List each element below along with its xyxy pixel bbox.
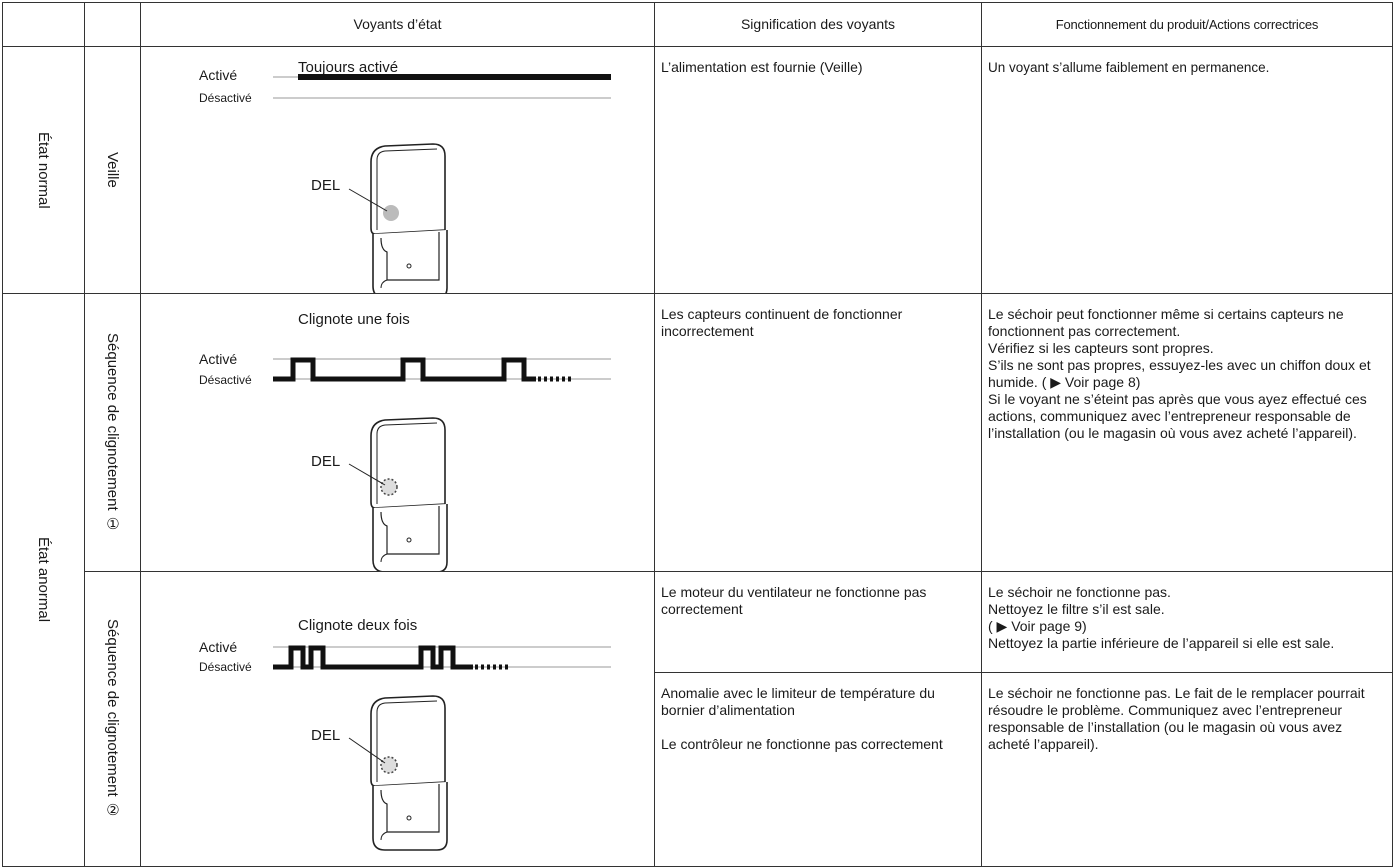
action-text: Vérifiez si les capteurs sont propres. <box>988 340 1214 356</box>
leader-line <box>348 463 386 486</box>
header-cell: Fonctionnement du produit/Actions correc… <box>981 2 1393 47</box>
action-text: Le séchoir ne fonctionne pas. Le fait de… <box>988 685 1365 752</box>
indicator-caption: Clignote une fois <box>298 311 410 328</box>
meaning-text: L’alimentation est fournie (Veille) <box>661 59 863 75</box>
group-cell: État normal <box>2 46 85 294</box>
group-label: État normal <box>35 131 52 209</box>
header-cell: Signification des voyants <box>654 2 982 47</box>
off-label: Désactivé <box>199 660 252 674</box>
indicator-cell: Toujours activé Activé Désactivé DEL <box>140 46 655 294</box>
meaning-text: Anomalie avec le limiteur de température… <box>661 685 935 718</box>
off-label: Désactivé <box>199 91 252 105</box>
header-empty <box>2 2 85 47</box>
meaning-cell: Anomalie avec le limiteur de température… <box>654 672 982 867</box>
indicator-caption: Clignote deux fois <box>298 617 417 634</box>
sequence-cell: Séquence de clignotement ② <box>84 571 141 867</box>
action-text: Le séchoir ne fonctionne pas. <box>988 584 1171 600</box>
sequence-label: Séquence de clignotement ① <box>104 332 121 533</box>
action-cell: Un voyant s’allume faiblement en permane… <box>981 46 1393 294</box>
on-label: Activé <box>199 67 237 83</box>
action-text: S’ils ne sont pas propres, essuyez-les a… <box>988 357 1371 390</box>
indicator-cell: Clignote deux fois Activé Désactivé DEL <box>140 571 655 867</box>
leader-line <box>348 737 386 764</box>
led <box>380 756 398 774</box>
indicator-diagram: Toujours activé Activé Désactivé DEL <box>199 59 611 293</box>
led <box>383 205 399 221</box>
group-label: État anormal <box>35 537 52 623</box>
meaning-text: Le moteur du ventilateur ne fonctionne p… <box>661 584 927 617</box>
led-label: DEL <box>311 453 340 470</box>
action-text: Le séchoir peut fonctionner même si cert… <box>988 306 1344 339</box>
led-label: DEL <box>311 727 340 744</box>
action-text: Un voyant s’allume faiblement en permane… <box>988 60 1270 75</box>
header-empty <box>84 2 141 47</box>
action-cell: Le séchoir ne fonctionne pas. Le fait de… <box>981 672 1393 867</box>
action-cell: Le séchoir ne fonctionne pas. Nettoyez l… <box>981 571 1393 673</box>
meaning-text: Le contrôleur ne fonctionne pas correcte… <box>661 736 943 752</box>
led <box>380 478 398 496</box>
action-text: Nettoyez la partie inférieure de l’appar… <box>988 635 1335 651</box>
dryer-icon <box>371 144 447 293</box>
meaning-cell: Les capteurs continuent de fonctionner i… <box>654 293 982 572</box>
on-label: Activé <box>199 639 237 655</box>
row: État anormal Séquence de clignotement ① … <box>2 293 1393 867</box>
sequence-cell: Veille <box>84 46 141 294</box>
sequence-label: Veille <box>104 152 121 188</box>
meaning-text: Les capteurs continuent de fonctionner i… <box>661 306 903 339</box>
header-row: Voyants d’état Signification des voyants… <box>2 2 1393 47</box>
led-label: DEL <box>311 177 340 194</box>
on-label: Activé <box>199 351 237 367</box>
off-label: Désactivé <box>199 373 252 387</box>
signal <box>273 645 473 670</box>
sequence-label: Séquence de clignotement ② <box>104 619 121 819</box>
row: Anomalie avec le limiteur de température… <box>3 672 1393 867</box>
meaning-cell: Le moteur du ventilateur ne fonctionne p… <box>654 571 982 673</box>
action-cell: Le séchoir peut fonctionner même si cert… <box>981 293 1393 572</box>
indicator-caption: Toujours activé <box>298 59 398 76</box>
action-text: Nettoyez le filtre s’il est sale. <box>988 601 1165 617</box>
group-cell: État anormal <box>2 293 85 867</box>
header-cell: Voyants d’état <box>140 2 655 47</box>
dryer-icon <box>371 418 447 571</box>
row: État normal Veille Toujours activé Activ… <box>2 46 1393 294</box>
indicator-cell: Clignote une fois Activé Désactivé DEL <box>140 293 655 572</box>
action-text: ( ▶ Voir page 9) <box>988 618 1087 634</box>
indicator-diagram: Clignote une fois Activé Désactivé DEL <box>199 311 611 571</box>
dryer-icon <box>371 696 447 850</box>
leader-line <box>348 188 388 212</box>
signal <box>298 74 611 80</box>
indicator-diagram: Clignote deux fois Activé Désactivé DEL <box>199 617 611 865</box>
signal <box>273 357 536 382</box>
sequence-cell: Séquence de clignotement ① <box>84 293 141 572</box>
meaning-cell: L’alimentation est fournie (Veille) <box>654 46 982 294</box>
action-text: Si le voyant ne s’éteint pas après que v… <box>988 391 1367 441</box>
row: Séquence de clignotement ② Clignote deux… <box>3 571 1393 867</box>
